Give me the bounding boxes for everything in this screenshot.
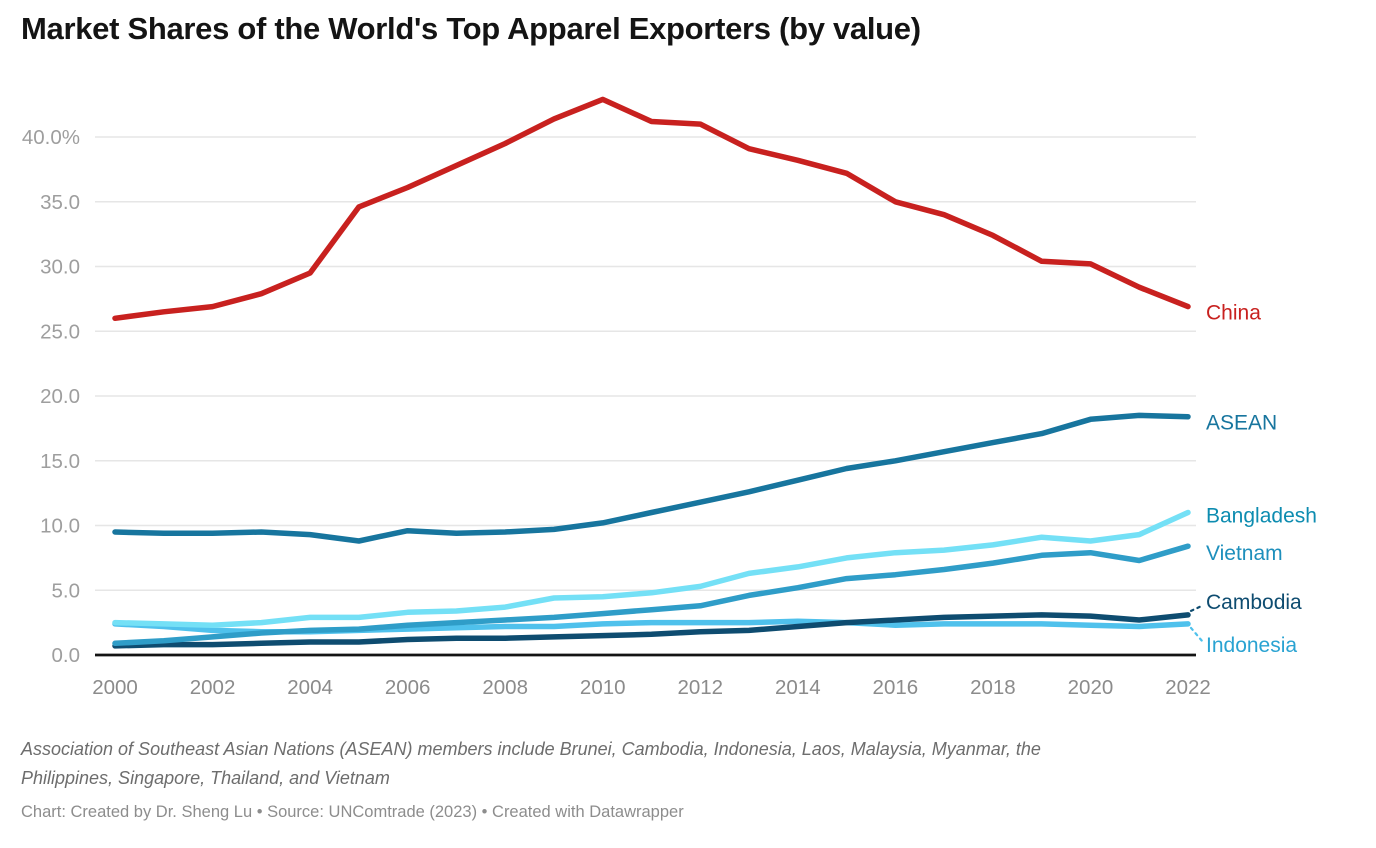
y-tick-label: 40.0% <box>22 126 80 149</box>
x-tick-label: 2012 <box>677 676 723 699</box>
x-tick-label: 2010 <box>580 676 626 699</box>
x-tick-label: 2020 <box>1068 676 1114 699</box>
x-tick-label: 2008 <box>482 676 528 699</box>
series-label-bangladesh: Bangladesh <box>1206 505 1317 528</box>
series-label-asean: ASEAN <box>1206 412 1277 435</box>
series-line-cambodia <box>112 612 1191 649</box>
y-tick-label: 0.0 <box>52 644 81 667</box>
series-line-china <box>112 96 1191 322</box>
x-tick-label: 2018 <box>970 676 1016 699</box>
label-leader-indonesia <box>1189 626 1204 643</box>
series-label-cambodia: Cambodia <box>1206 591 1302 614</box>
series-line-asean <box>112 412 1191 544</box>
series-line-vietnam <box>112 543 1191 647</box>
y-tick-label: 15.0 <box>40 450 80 473</box>
chart-title: Market Shares of the World's Top Apparel… <box>21 11 921 46</box>
y-tick-label: 35.0 <box>40 191 80 214</box>
x-tick-label: 2000 <box>92 676 138 699</box>
series-label-indonesia: Indonesia <box>1206 634 1297 657</box>
series-line-bangladesh <box>112 509 1191 628</box>
x-tick-label: 2006 <box>385 676 431 699</box>
y-tick-label: 10.0 <box>40 515 80 538</box>
y-tick-label: 30.0 <box>40 256 80 279</box>
x-tick-label: 2022 <box>1165 676 1211 699</box>
series-label-vietnam: Vietnam <box>1206 542 1283 565</box>
chart-notes: Association of Southeast Asian Nations (… <box>21 739 1041 789</box>
series-label-china: China <box>1206 302 1261 325</box>
y-tick-label: 20.0 <box>40 385 80 408</box>
x-tick-label: 2016 <box>873 676 919 699</box>
x-tick-label: 2002 <box>190 676 236 699</box>
chart-byline: Chart: Created by Dr. Sheng Lu • Source:… <box>21 803 684 821</box>
y-tick-label: 25.0 <box>40 320 80 343</box>
x-tick-label: 2004 <box>287 676 333 699</box>
y-tick-label: 5.0 <box>52 579 81 602</box>
x-tick-label: 2014 <box>775 676 821 699</box>
label-leader-cambodia <box>1189 604 1204 612</box>
